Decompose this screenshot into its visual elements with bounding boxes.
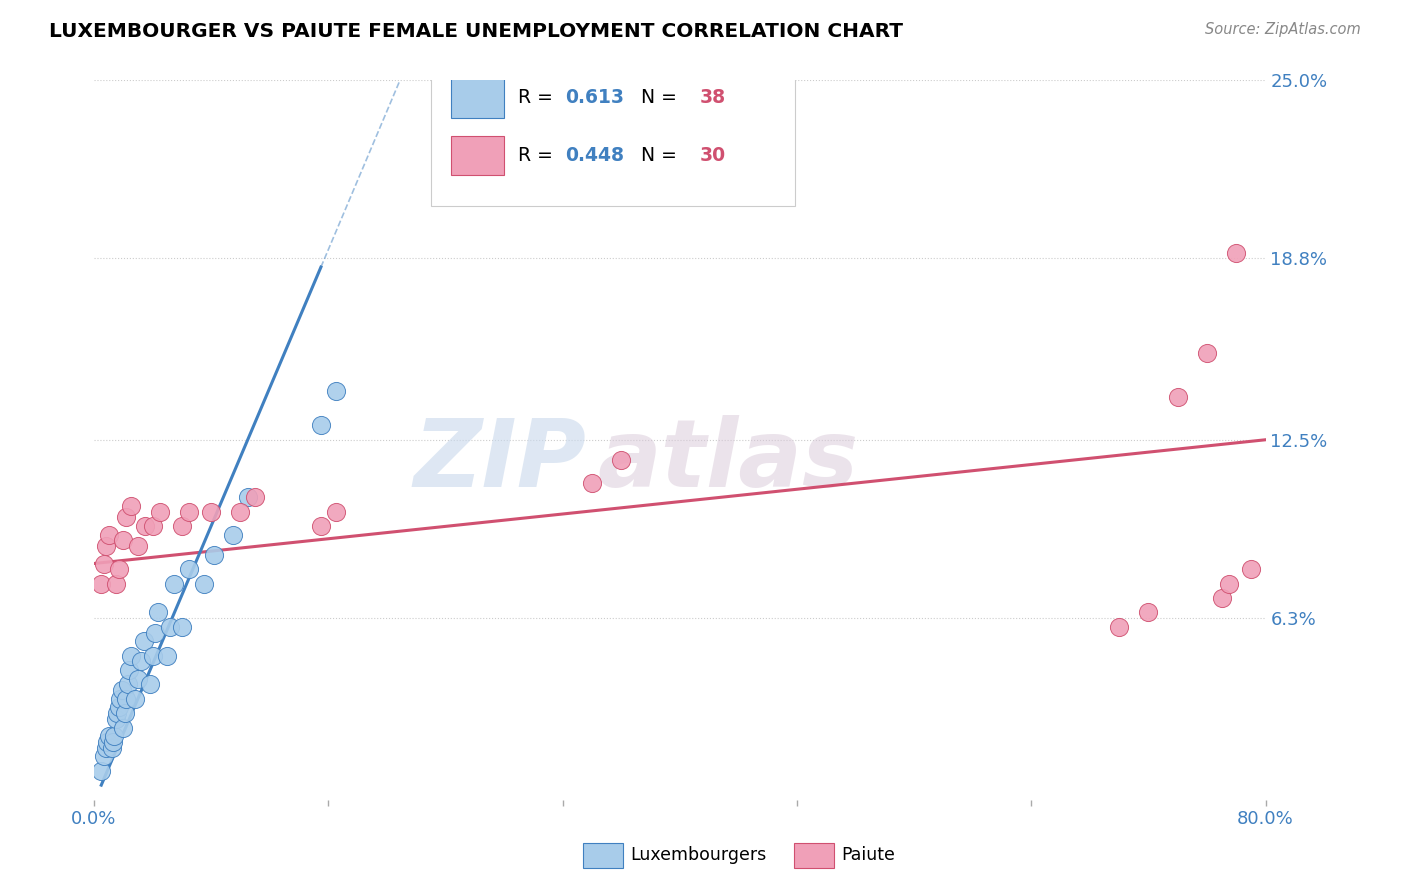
Point	[229, 505, 252, 519]
Text: N =: N =	[630, 88, 683, 107]
Point	[112, 721, 135, 735]
Point	[108, 562, 131, 576]
Point	[132, 634, 155, 648]
Text: Luxembourgers: Luxembourgers	[630, 847, 766, 864]
Point	[105, 706, 128, 721]
Text: 0.613: 0.613	[565, 88, 624, 107]
Point	[179, 562, 201, 576]
Point	[163, 576, 186, 591]
Point	[97, 527, 120, 541]
Point	[170, 620, 193, 634]
Text: R =: R =	[517, 88, 560, 107]
Point	[325, 505, 347, 519]
Text: 38: 38	[700, 88, 725, 107]
Text: N =: N =	[630, 146, 683, 165]
FancyBboxPatch shape	[432, 66, 794, 206]
Text: LUXEMBOURGER VS PAIUTE FEMALE UNEMPLOYMENT CORRELATION CHART: LUXEMBOURGER VS PAIUTE FEMALE UNEMPLOYME…	[49, 22, 903, 41]
Point	[325, 384, 347, 398]
Point	[1137, 606, 1160, 620]
Point	[96, 735, 118, 749]
Point	[90, 576, 112, 591]
Point	[170, 519, 193, 533]
Point	[118, 663, 141, 677]
FancyBboxPatch shape	[451, 136, 503, 176]
Point	[124, 691, 146, 706]
Point	[134, 519, 156, 533]
Text: Paiute: Paiute	[841, 847, 894, 864]
Point	[159, 620, 181, 634]
Point	[129, 654, 152, 668]
Point	[1218, 576, 1240, 591]
Point	[97, 729, 120, 743]
Point	[90, 764, 112, 778]
Text: ZIP: ZIP	[413, 416, 586, 508]
Point	[110, 691, 132, 706]
Point	[120, 499, 142, 513]
Point	[145, 625, 167, 640]
Point	[581, 475, 603, 490]
Point	[148, 606, 170, 620]
Point	[100, 740, 122, 755]
Point	[94, 740, 117, 755]
Point	[141, 648, 163, 663]
Point	[309, 418, 332, 433]
Text: 0.448: 0.448	[565, 146, 624, 165]
Point	[200, 505, 222, 519]
Point	[117, 677, 139, 691]
Point	[193, 576, 215, 591]
Point	[94, 539, 117, 553]
Point	[103, 729, 125, 743]
Text: R =: R =	[517, 146, 560, 165]
Point	[1195, 346, 1218, 360]
Point	[111, 683, 134, 698]
Point	[243, 491, 266, 505]
Point	[610, 453, 633, 467]
Point	[127, 672, 149, 686]
Point	[141, 519, 163, 533]
Point	[222, 527, 245, 541]
Point	[112, 533, 135, 548]
Point	[1240, 562, 1263, 576]
Point	[1211, 591, 1233, 605]
Point	[149, 505, 172, 519]
Text: Source: ZipAtlas.com: Source: ZipAtlas.com	[1205, 22, 1361, 37]
Point	[138, 677, 160, 691]
Point	[156, 648, 179, 663]
Text: 30: 30	[700, 146, 725, 165]
Point	[93, 749, 115, 764]
Point	[104, 712, 127, 726]
Point	[127, 539, 149, 553]
Point	[115, 691, 138, 706]
Point	[1167, 390, 1189, 404]
Point	[1108, 620, 1130, 634]
Point	[120, 648, 142, 663]
Point	[309, 519, 332, 533]
Point	[202, 548, 225, 562]
Point	[101, 735, 124, 749]
Point	[1225, 245, 1247, 260]
Point	[179, 505, 201, 519]
Point	[236, 491, 259, 505]
Point	[108, 700, 131, 714]
Point	[115, 510, 138, 524]
FancyBboxPatch shape	[451, 78, 503, 118]
Point	[114, 706, 136, 721]
Point	[104, 576, 127, 591]
Text: atlas: atlas	[598, 416, 859, 508]
Point	[93, 557, 115, 571]
